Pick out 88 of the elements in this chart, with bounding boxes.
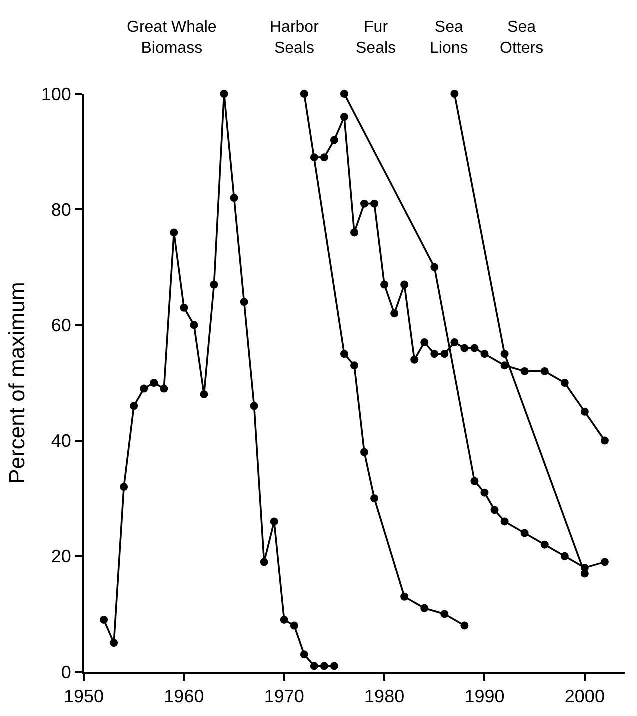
- point: [230, 194, 238, 202]
- point: [500, 362, 509, 370]
- point: [410, 356, 419, 364]
- y-tick-label: 80: [51, 200, 72, 220]
- point: [600, 558, 609, 566]
- point: [480, 350, 489, 358]
- text: Sea Lions: [430, 19, 468, 57]
- point: [430, 263, 439, 272]
- point: [340, 350, 348, 358]
- point: [470, 477, 479, 486]
- point: [540, 367, 549, 376]
- point: [320, 154, 328, 162]
- point: [370, 494, 379, 503]
- point: [440, 610, 449, 618]
- point: [500, 350, 509, 358]
- point: [100, 616, 108, 624]
- point: [450, 90, 459, 98]
- point: [240, 298, 248, 306]
- point: [470, 344, 479, 352]
- point: [480, 488, 489, 497]
- point: [120, 483, 128, 492]
- point: [160, 384, 168, 393]
- point: [200, 390, 208, 399]
- y-tick-label: 20: [51, 546, 72, 567]
- point: [140, 384, 148, 393]
- y-tick-label: 100: [41, 84, 72, 104]
- point: [450, 338, 459, 347]
- point: [260, 558, 268, 566]
- point: [330, 662, 338, 670]
- point: [350, 228, 358, 237]
- y-tick-label: 0: [61, 662, 72, 682]
- point: [400, 592, 409, 601]
- point: [310, 154, 318, 162]
- point: [180, 304, 188, 312]
- point: [110, 639, 118, 648]
- x-tick-label: 1980: [364, 686, 405, 707]
- point: [130, 402, 138, 410]
- point: [460, 344, 469, 352]
- point: [400, 280, 409, 289]
- point: [340, 113, 348, 122]
- point: [420, 604, 429, 612]
- point: [370, 200, 379, 208]
- point: [360, 200, 369, 208]
- point: [300, 650, 308, 659]
- point: [360, 448, 369, 456]
- point: [190, 321, 198, 330]
- text: Sea Otters: [500, 19, 544, 57]
- point: [290, 622, 298, 630]
- y-axis-title: Percent of maximum: [4, 282, 30, 484]
- point: [220, 90, 228, 98]
- point: [600, 436, 609, 445]
- point: [460, 622, 469, 630]
- point: [150, 379, 158, 387]
- point: [520, 367, 529, 376]
- point: [330, 136, 338, 144]
- point: [420, 338, 429, 347]
- point: [560, 552, 569, 560]
- text: Fur Seals: [356, 19, 396, 57]
- point: [340, 90, 348, 98]
- point: [390, 310, 399, 318]
- x-tick-label: 1970: [264, 686, 304, 707]
- point: [210, 280, 218, 289]
- point: [440, 350, 449, 358]
- point: [500, 518, 509, 526]
- point: [560, 379, 569, 387]
- point: [170, 228, 178, 237]
- point: [430, 350, 439, 358]
- point: [280, 616, 288, 624]
- point: [490, 506, 499, 514]
- point: [580, 408, 589, 416]
- y-tick-label: 60: [51, 316, 72, 336]
- x-tick-label: 2000: [564, 686, 605, 707]
- point: [320, 662, 328, 670]
- y-tick-label: 40: [51, 431, 72, 452]
- point: [380, 280, 389, 289]
- x-tick-label: 1960: [164, 686, 204, 707]
- point: [310, 662, 318, 670]
- text: Great Whale Biomass: [127, 19, 217, 57]
- point: [520, 529, 529, 538]
- point: [300, 90, 308, 98]
- point: [350, 362, 358, 370]
- text: Harbor Seals: [270, 19, 320, 57]
- point: [540, 540, 549, 549]
- point: [580, 570, 589, 578]
- point: [250, 402, 258, 410]
- x-tick-label: 1990: [464, 686, 505, 707]
- x-tick-label: 1950: [64, 686, 104, 707]
- point: [270, 518, 278, 526]
